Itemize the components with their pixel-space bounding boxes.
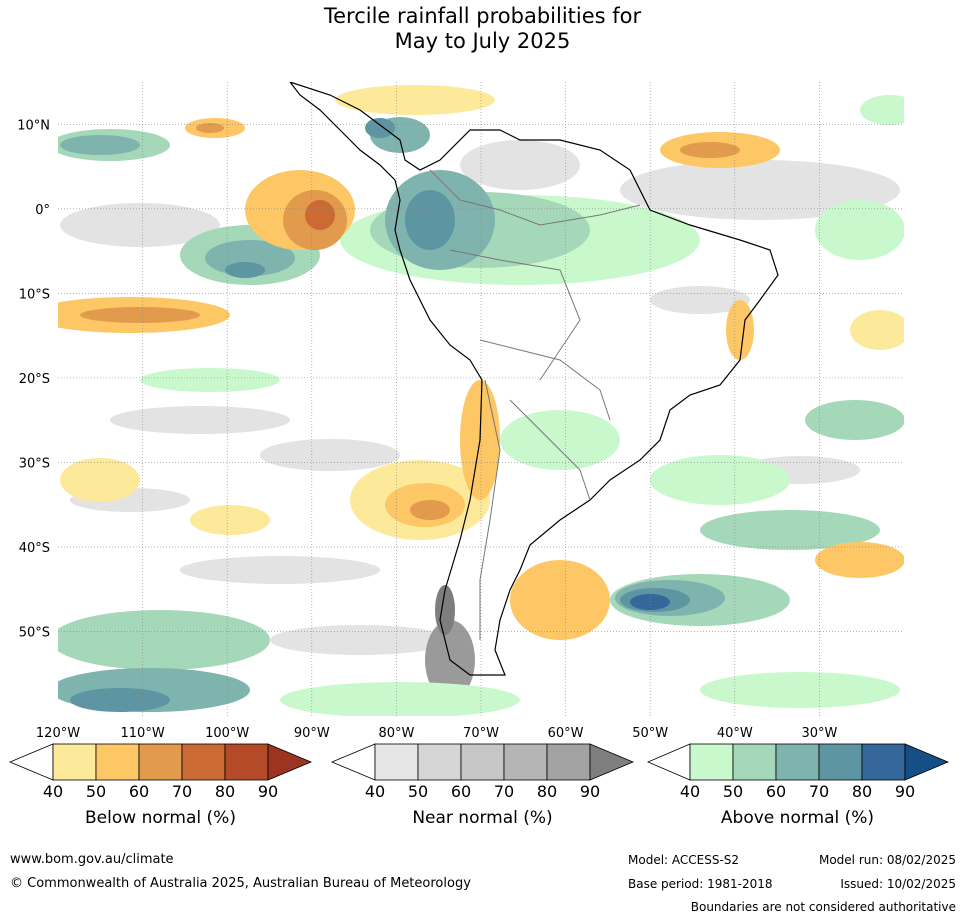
colorbar-segment [417,743,462,781]
lon-label: 50°W [632,726,668,741]
lon-label: 30°W [801,726,837,741]
colorbar-segment [689,743,734,781]
colorbar-tick-label: 60 [128,782,150,801]
colorbar-tick-label: 50 [407,782,429,801]
colorbar-segment [775,743,820,781]
colorbar-tick-label: 70 [808,782,830,801]
map-title: Tercile rainfall probabilities for May t… [0,4,965,54]
colorbar-title: Near normal (%) [412,808,553,828]
south-america-coastline [289,82,779,676]
lat-label: 50°S [19,625,50,640]
footer-copyright: © Commonwealth of Australia 2025, Austra… [10,876,471,891]
colorbar-tick-label: 80 [536,782,558,801]
lon-label: 60°W [548,726,584,741]
colorbar-tick-label: 60 [765,782,787,801]
map-frame [58,82,904,716]
colorbar-tick-label: 40 [679,782,701,801]
lon-label: 80°W [378,726,414,741]
colorbar-segment [546,743,591,781]
lat-label: 40°S [19,541,50,556]
colorbar-tick-label: 90 [257,782,279,801]
colorbar-title: Below normal (%) [85,808,236,828]
lat-label: 20°S [19,372,50,387]
lat-label: 10°S [19,287,50,302]
lat-label: 0° [35,203,50,218]
colorbar-segment [52,743,97,781]
colorbar-tick-label: 40 [42,782,64,801]
colorbar-segment [181,743,226,781]
below-normal-areas [58,85,904,640]
footer-disclaimer: Boundaries are not considered authoritat… [690,900,956,914]
colorbar-high-extend [904,743,950,781]
colorbar-segment [95,743,140,781]
colorbar-tick-label: 90 [579,782,601,801]
colorbar-tick-label: 80 [214,782,236,801]
footer-model-run: Model run: 08/02/2025 [818,853,956,867]
colorbar-high-extend [267,743,313,781]
colorbar-segment [138,743,183,781]
lon-label: 70°W [463,726,499,741]
lon-label: 100°W [205,726,249,741]
colorbar-segment [818,743,863,781]
colorbar-tick-label: 60 [450,782,472,801]
latitude-labels: 10°N 0° 10°S 20°S 30°S 40°S 50°S [17,118,50,640]
colorbar-segment [861,743,906,781]
lon-label: 40°W [717,726,753,741]
lat-label: 30°S [19,456,50,471]
footer-model: Model: ACCESS-S2 [628,853,740,867]
country-borders [429,169,641,640]
title-line-1: Tercile rainfall probabilities for [323,4,642,28]
title-line-2: May to July 2025 [394,29,571,53]
colorbar-segment [732,743,777,781]
colorbar-segment [224,743,269,781]
colorbars [8,743,950,781]
lon-label: 110°W [121,726,165,741]
colorbar-tick-label: 50 [722,782,744,801]
footer-issued: Issued: 10/02/2025 [840,877,956,891]
colorbar-segment [460,743,505,781]
footer-base-period: Base period: 1981-2018 [628,877,773,891]
colorbar-tick-label: 70 [171,782,193,801]
lon-label: 90°W [294,726,330,741]
colorbar-tick-label: 40 [364,782,386,801]
colorbar-tick-label: 90 [894,782,916,801]
lat-label: 10°N [17,118,50,133]
colorbar-low-extend [646,743,691,781]
colorbar-tick-label: 50 [85,782,107,801]
longitude-labels: 120°W 110°W 100°W 90°W 80°W 70°W 60°W 50°W 40°W 3… [36,726,838,741]
colorbar-segment [503,743,548,781]
colorbar-low-extend [8,743,54,781]
colorbar-title: Above normal (%) [720,808,875,828]
colorbar-tick-label: 80 [851,782,873,801]
footer-website[interactable]: www.bom.gov.au/climate [10,852,174,867]
above-normal-areas [58,95,904,716]
colorbar-segment [374,743,419,781]
colorbar-high-extend [589,743,635,781]
colorbar-low-extend [330,743,376,781]
lon-label: 120°W [36,726,80,741]
colorbar-tick-label: 70 [493,782,515,801]
